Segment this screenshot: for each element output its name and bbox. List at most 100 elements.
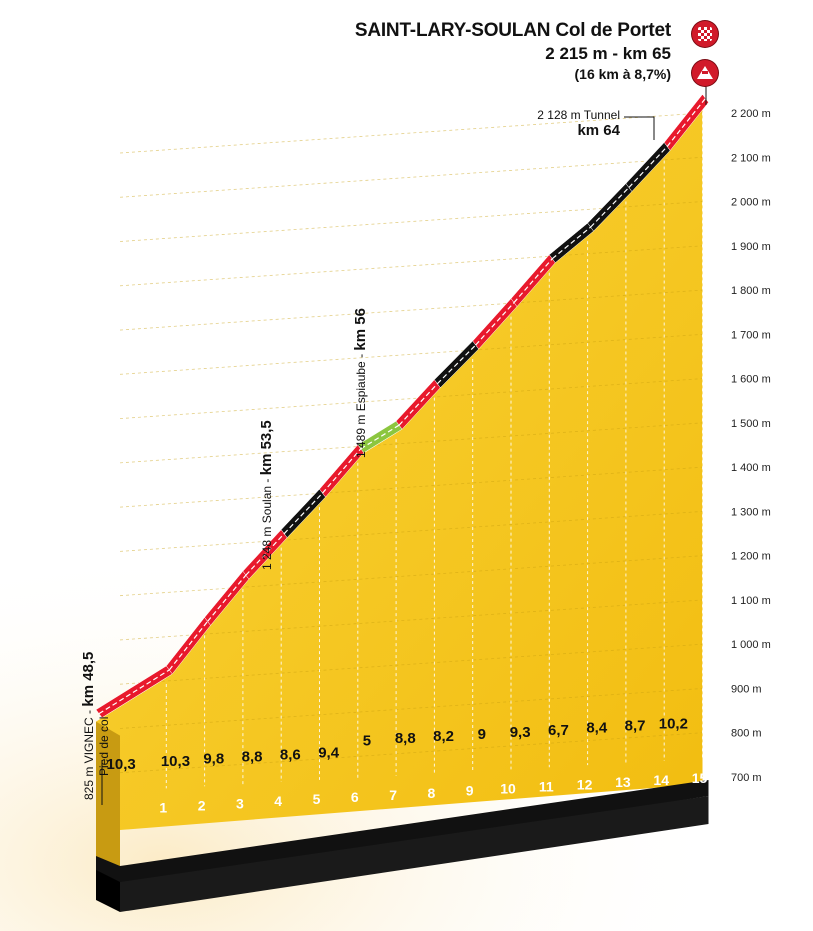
profile-area	[96, 106, 703, 831]
tunnel-leader-line	[624, 116, 655, 140]
tunnel-label: 2 128 m Tunnel	[537, 108, 620, 122]
km-label: 14	[653, 772, 669, 788]
km-label: 4	[274, 793, 282, 809]
gradient-label: 9,3	[510, 724, 531, 741]
y-tick-label: 1 300 m	[731, 506, 771, 518]
y-tick-label: 1 200 m	[731, 551, 771, 563]
profile-centerline	[398, 383, 438, 426]
y-tick-label: 1 100 m	[731, 595, 771, 607]
km-label: 6	[351, 789, 359, 805]
espiaube-km-label: km 56	[352, 308, 369, 351]
climb-detail: (16 km à 8,7%)	[574, 66, 672, 82]
km-label: 15	[692, 770, 708, 786]
altitude-grid-line	[119, 643, 703, 685]
km-base-front	[120, 796, 709, 912]
altitude-grid-line	[119, 289, 703, 331]
profile-centerline	[245, 533, 285, 576]
altitude-grid-line	[119, 599, 703, 641]
y-tick-label: 800 m	[731, 728, 762, 740]
y-tick-label: 1 800 m	[731, 285, 771, 297]
gradient-label: 9,8	[203, 751, 224, 768]
km-label: 2	[198, 797, 206, 813]
soulan-km-label: km 53,5	[258, 420, 275, 476]
gradient-label: 10,2	[659, 715, 688, 732]
profile-centerline	[513, 258, 553, 303]
profile-centerline	[168, 621, 209, 671]
y-tick-label: 1 700 m	[731, 329, 771, 341]
start-annotation: 825 m VIGNEC - km 48,5 Pied de col	[80, 652, 111, 800]
gradient-label: 8,2	[433, 728, 454, 745]
gradient-label: 8,7	[625, 718, 646, 735]
profile-centerline	[283, 492, 323, 535]
km-label: 5	[313, 791, 321, 807]
y-tick-label: 1 600 m	[731, 374, 771, 386]
y-tick-label: 1 400 m	[731, 462, 771, 474]
soulan-annotation: 1 248 m Soulan - km 53,5	[258, 420, 275, 570]
gradient-label: 5	[363, 732, 371, 749]
profile-centerline	[475, 302, 515, 346]
altitude-grid-line	[119, 732, 703, 774]
gradient-label: 8,8	[395, 730, 416, 747]
gradient-label: 10,3	[161, 753, 190, 770]
altitude-grid-line	[119, 245, 703, 287]
summit-info: 2 215 m - km 65	[545, 44, 671, 63]
km-label: 13	[615, 774, 631, 790]
altitude-grid-line	[119, 378, 703, 419]
altitude-grid-line	[119, 156, 703, 198]
km-label: 8	[428, 785, 436, 801]
start-altitude-label: 825 m VIGNEC -	[82, 706, 96, 800]
y-tick-label: 700 m	[731, 772, 762, 784]
altitude-grid-line	[119, 466, 703, 508]
altitude-grid-line	[119, 511, 703, 552]
profile-centerline	[590, 187, 630, 228]
km-label: 7	[389, 787, 397, 803]
gradient-label: 6,7	[548, 722, 569, 739]
y-tick-label: 1 000 m	[731, 639, 771, 651]
profile-centerline	[322, 448, 362, 494]
y-tick-label: 900 m	[731, 683, 762, 695]
profile-centerline	[551, 226, 591, 260]
gradient-label: 9	[478, 726, 486, 743]
profile-centerline	[666, 97, 706, 147]
title-main: SAINT-LARY-SOULAN	[354, 20, 551, 41]
altitude-grid-line	[119, 333, 703, 375]
km-label: 3	[236, 795, 244, 811]
start-subtitle: Pied de col	[97, 716, 111, 776]
y-tick-label: 1 900 m	[731, 241, 771, 253]
mountain-summit-icon	[692, 60, 718, 86]
espiaube-label: 1 489 m Espiaube -	[354, 350, 368, 458]
tunnel-annotation: 2 128 m Tunnel km 64	[520, 108, 620, 139]
checkered-flag-icon	[692, 21, 718, 47]
km-base-side	[96, 870, 120, 912]
altitude-grid-line	[119, 688, 703, 729]
gradient-label: 10,3	[107, 756, 136, 773]
gradient-label: 8,8	[242, 749, 263, 766]
km-label: 11	[539, 778, 554, 794]
altitude-grid-line	[119, 555, 703, 597]
tunnel-km-label: km 64	[577, 122, 620, 139]
profile-centerline	[207, 574, 247, 622]
gradient-label: 9,4	[318, 744, 340, 761]
altitude-grid-line	[119, 422, 703, 464]
y-tick-label: 1 500 m	[731, 418, 771, 430]
climb-title: SAINT-LARY-SOULAN Col de Portet	[355, 20, 671, 42]
km-label: 9	[466, 783, 474, 799]
gradient-label: 8,6	[280, 747, 301, 764]
start-km-label: km 48,5	[80, 651, 97, 707]
profile-centerline	[628, 146, 668, 188]
espiaube-annotation: 1 489 m Espiaube - km 56	[352, 308, 369, 458]
km-label: 10	[500, 781, 516, 797]
gradient-label: 8,4	[586, 720, 608, 737]
y-tick-label: 2 100 m	[731, 152, 771, 164]
title-col: Col de Portet	[555, 20, 671, 41]
y-tick-label: 2 000 m	[731, 197, 771, 209]
soulan-label: 1 248 m Soulan -	[260, 475, 274, 570]
profile-centerline	[436, 344, 477, 385]
km-label: 1	[159, 800, 167, 816]
km-label: 12	[577, 776, 593, 792]
altitude-grid-line	[119, 112, 703, 154]
y-tick-label: 2 200 m	[731, 108, 771, 120]
profile-centerline	[98, 669, 170, 715]
km-base-bar	[96, 780, 709, 890]
